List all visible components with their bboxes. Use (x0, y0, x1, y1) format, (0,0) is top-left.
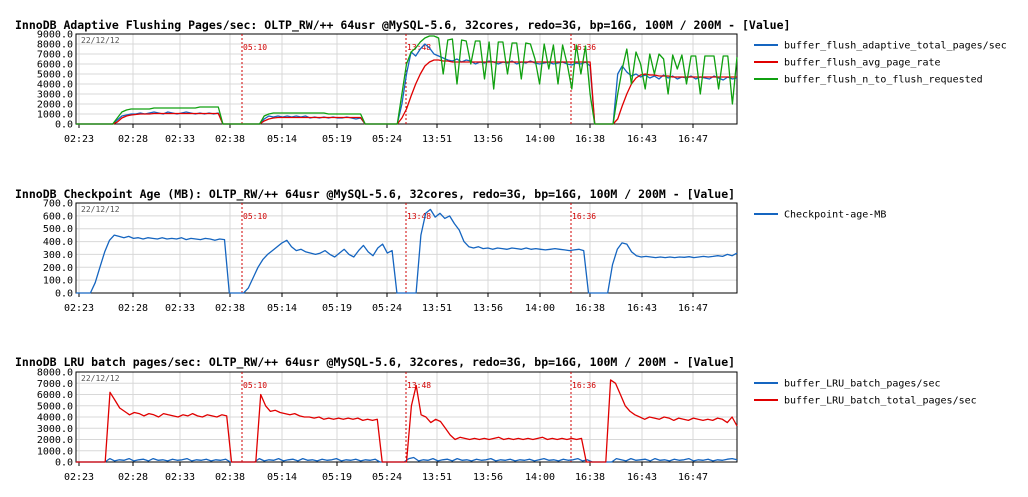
chart-title: InnoDB LRU batch pages/sec: OLTP_RW/++ 6… (15, 355, 735, 370)
x-tick-label: 16:47 (678, 472, 708, 483)
legend-entry: buffer_flush_avg_page_rate (784, 58, 941, 69)
x-tick-label: 13:56 (473, 472, 503, 483)
x-tick-label: 16:38 (575, 303, 605, 314)
segment-marker-label: 13:48 (407, 212, 431, 221)
x-tick-label: 05:19 (322, 134, 352, 145)
series-line-1 (76, 208, 738, 294)
chart-title: InnoDB Checkpoint Age (MB): OLTP_RW/++ 6… (15, 187, 735, 202)
segment-marker-label: 16:36 (572, 212, 596, 221)
y-tick-label: 7000.0 (37, 379, 73, 390)
y-tick-label: 0.0 (55, 289, 73, 300)
y-tick-label: 6000.0 (37, 390, 73, 401)
x-tick-label: 05:19 (322, 303, 352, 314)
y-tick-label: 2000.0 (37, 435, 73, 446)
x-tick-label: 02:23 (64, 303, 94, 314)
x-tick-label: 14:00 (525, 303, 555, 314)
segment-marker-label: 13:48 (407, 381, 431, 390)
y-tick-label: 700.0 (43, 199, 73, 210)
legend-entry: Checkpoint-age-MB (784, 210, 886, 221)
y-tick-label: 7000.0 (37, 50, 73, 61)
date-label: 22/12/12 (81, 36, 120, 45)
y-tick-label: 2000.0 (37, 100, 73, 111)
y-tick-label: 3000.0 (37, 424, 73, 435)
x-tick-label: 05:14 (267, 472, 297, 483)
x-tick-label: 14:00 (525, 134, 555, 145)
segment-marker-label: 16:36 (572, 381, 596, 390)
series-line-1 (76, 43, 738, 125)
date-label: 22/12/12 (81, 374, 120, 383)
y-tick-label: 3000.0 (37, 90, 73, 101)
chart-title: InnoDB Adaptive Flushing Pages/sec: OLTP… (15, 18, 790, 33)
x-tick-label: 13:51 (422, 472, 452, 483)
x-tick-label: 16:47 (678, 134, 708, 145)
y-tick-label: 6000.0 (37, 60, 73, 71)
x-tick-label: 02:28 (118, 134, 148, 145)
y-tick-label: 4000.0 (37, 80, 73, 91)
chart-2: InnoDB Checkpoint Age (MB): OLTP_RW/++ 6… (15, 187, 886, 314)
y-tick-label: 100.0 (43, 276, 73, 287)
segment-marker-label: 13:48 (407, 43, 431, 52)
x-tick-label: 14:00 (525, 472, 555, 483)
y-tick-label: 5000.0 (37, 70, 73, 81)
legend-entry: buffer_flush_n_to_flush_requested (784, 75, 983, 86)
y-tick-label: 500.0 (43, 224, 73, 235)
x-tick-label: 02:38 (215, 303, 245, 314)
series-line-2 (76, 59, 737, 125)
x-tick-label: 13:51 (422, 303, 452, 314)
legend-entry: buffer_LRU_batch_pages/sec (784, 379, 941, 390)
x-tick-label: 02:33 (165, 303, 195, 314)
x-tick-label: 02:33 (165, 134, 195, 145)
y-tick-label: 300.0 (43, 250, 73, 261)
date-label: 22/12/12 (81, 205, 120, 214)
x-tick-label: 05:24 (372, 134, 402, 145)
y-tick-label: 4000.0 (37, 413, 73, 424)
y-tick-label: 8000.0 (37, 40, 73, 51)
y-tick-label: 9000.0 (37, 30, 73, 41)
x-tick-label: 02:38 (215, 134, 245, 145)
x-tick-label: 13:51 (422, 134, 452, 145)
x-tick-label: 02:28 (118, 472, 148, 483)
x-tick-label: 16:43 (627, 472, 657, 483)
y-tick-label: 8000.0 (37, 368, 73, 379)
x-tick-label: 05:14 (267, 303, 297, 314)
y-tick-label: 200.0 (43, 263, 73, 274)
chart-1: InnoDB Adaptive Flushing Pages/sec: OLTP… (15, 18, 1007, 145)
x-tick-label: 05:14 (267, 134, 297, 145)
legend-entry: buffer_LRU_batch_total_pages/sec (784, 396, 977, 407)
segment-marker-label: 05:10 (243, 43, 267, 52)
y-tick-label: 5000.0 (37, 401, 73, 412)
series-line-2 (76, 379, 738, 463)
x-tick-label: 13:56 (473, 303, 503, 314)
x-tick-label: 05:24 (372, 303, 402, 314)
x-tick-label: 16:38 (575, 134, 605, 145)
x-tick-label: 13:56 (473, 134, 503, 145)
series-line-3 (76, 35, 738, 125)
x-tick-label: 02:28 (118, 303, 148, 314)
chart-3: InnoDB LRU batch pages/sec: OLTP_RW/++ 6… (15, 355, 977, 483)
x-tick-label: 02:23 (64, 134, 94, 145)
x-tick-label: 02:33 (165, 472, 195, 483)
x-tick-label: 16:43 (627, 303, 657, 314)
y-tick-label: 1000.0 (37, 110, 73, 121)
x-tick-label: 16:43 (627, 134, 657, 145)
x-tick-label: 05:19 (322, 472, 352, 483)
legend-entry: buffer_flush_adaptive_total_pages/sec (784, 41, 1007, 52)
y-tick-label: 1000.0 (37, 446, 73, 457)
x-tick-label: 02:23 (64, 472, 94, 483)
segment-marker-label: 05:10 (243, 381, 267, 390)
y-tick-label: 400.0 (43, 237, 73, 248)
y-tick-label: 600.0 (43, 211, 73, 222)
x-tick-label: 16:38 (575, 472, 605, 483)
segment-marker-label: 05:10 (243, 212, 267, 221)
y-tick-label: 0.0 (55, 120, 73, 131)
x-tick-label: 05:24 (372, 472, 402, 483)
x-tick-label: 02:38 (215, 472, 245, 483)
segment-marker-label: 16:36 (572, 43, 596, 52)
y-tick-label: 0.0 (55, 458, 73, 469)
x-tick-label: 16:47 (678, 303, 708, 314)
